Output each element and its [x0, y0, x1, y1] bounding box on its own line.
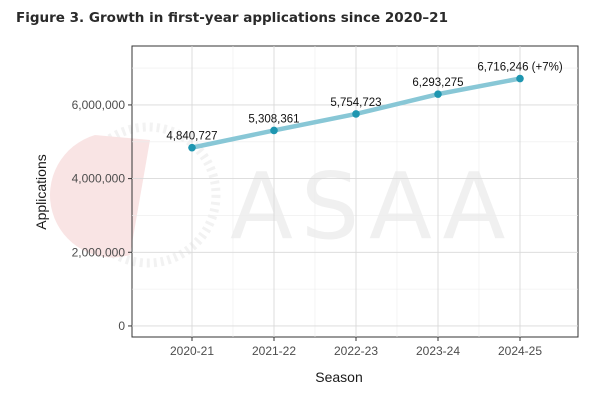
data-point	[270, 126, 278, 135]
figure-title: Figure 3. Growth in first-year applicati…	[16, 10, 448, 26]
x-tick-label: 2021-22	[252, 344, 296, 358]
data-point	[516, 74, 524, 83]
x-tick-label: 2023-24	[416, 344, 460, 358]
data-label: 4,840,727	[166, 131, 217, 143]
y-tick-label: 6,000,000	[72, 98, 126, 112]
x-tick-label: 2020-21	[170, 344, 214, 358]
grid-lines	[132, 46, 578, 337]
plot-panel	[131, 45, 579, 338]
watermark-text: ASAA	[230, 153, 513, 260]
y-tick-label: 4,000,000	[72, 172, 126, 186]
axes: 0 2,000,000 4,000,000 6,000,000 2020-21 2021-…	[72, 98, 543, 358]
data-label: 5,308,361	[248, 113, 299, 125]
x-axis-title: Season	[315, 369, 362, 385]
data-label: 6,293,275	[412, 77, 463, 89]
y-axis-title: Applications	[33, 154, 49, 230]
data-point	[352, 110, 360, 118]
data-point	[434, 90, 442, 98]
watermark: ASAA	[50, 122, 513, 268]
x-tick-label: 2022-23	[334, 344, 378, 358]
series-layer: 4,840,727 5,308,361 5,754,723 6,293,275 6,71…	[166, 62, 563, 152]
data-point	[188, 143, 196, 152]
data-label: 6,716,246 (+7%)	[477, 62, 563, 74]
watermark-seal-outer	[75, 122, 221, 268]
data-label: 5,754,723	[330, 97, 381, 109]
y-tick-label: 2,000,000	[72, 245, 126, 259]
x-tick-label: 2024-25	[498, 344, 542, 358]
y-tick-label: 0	[118, 319, 125, 333]
watermark-seal-shape	[50, 135, 150, 258]
